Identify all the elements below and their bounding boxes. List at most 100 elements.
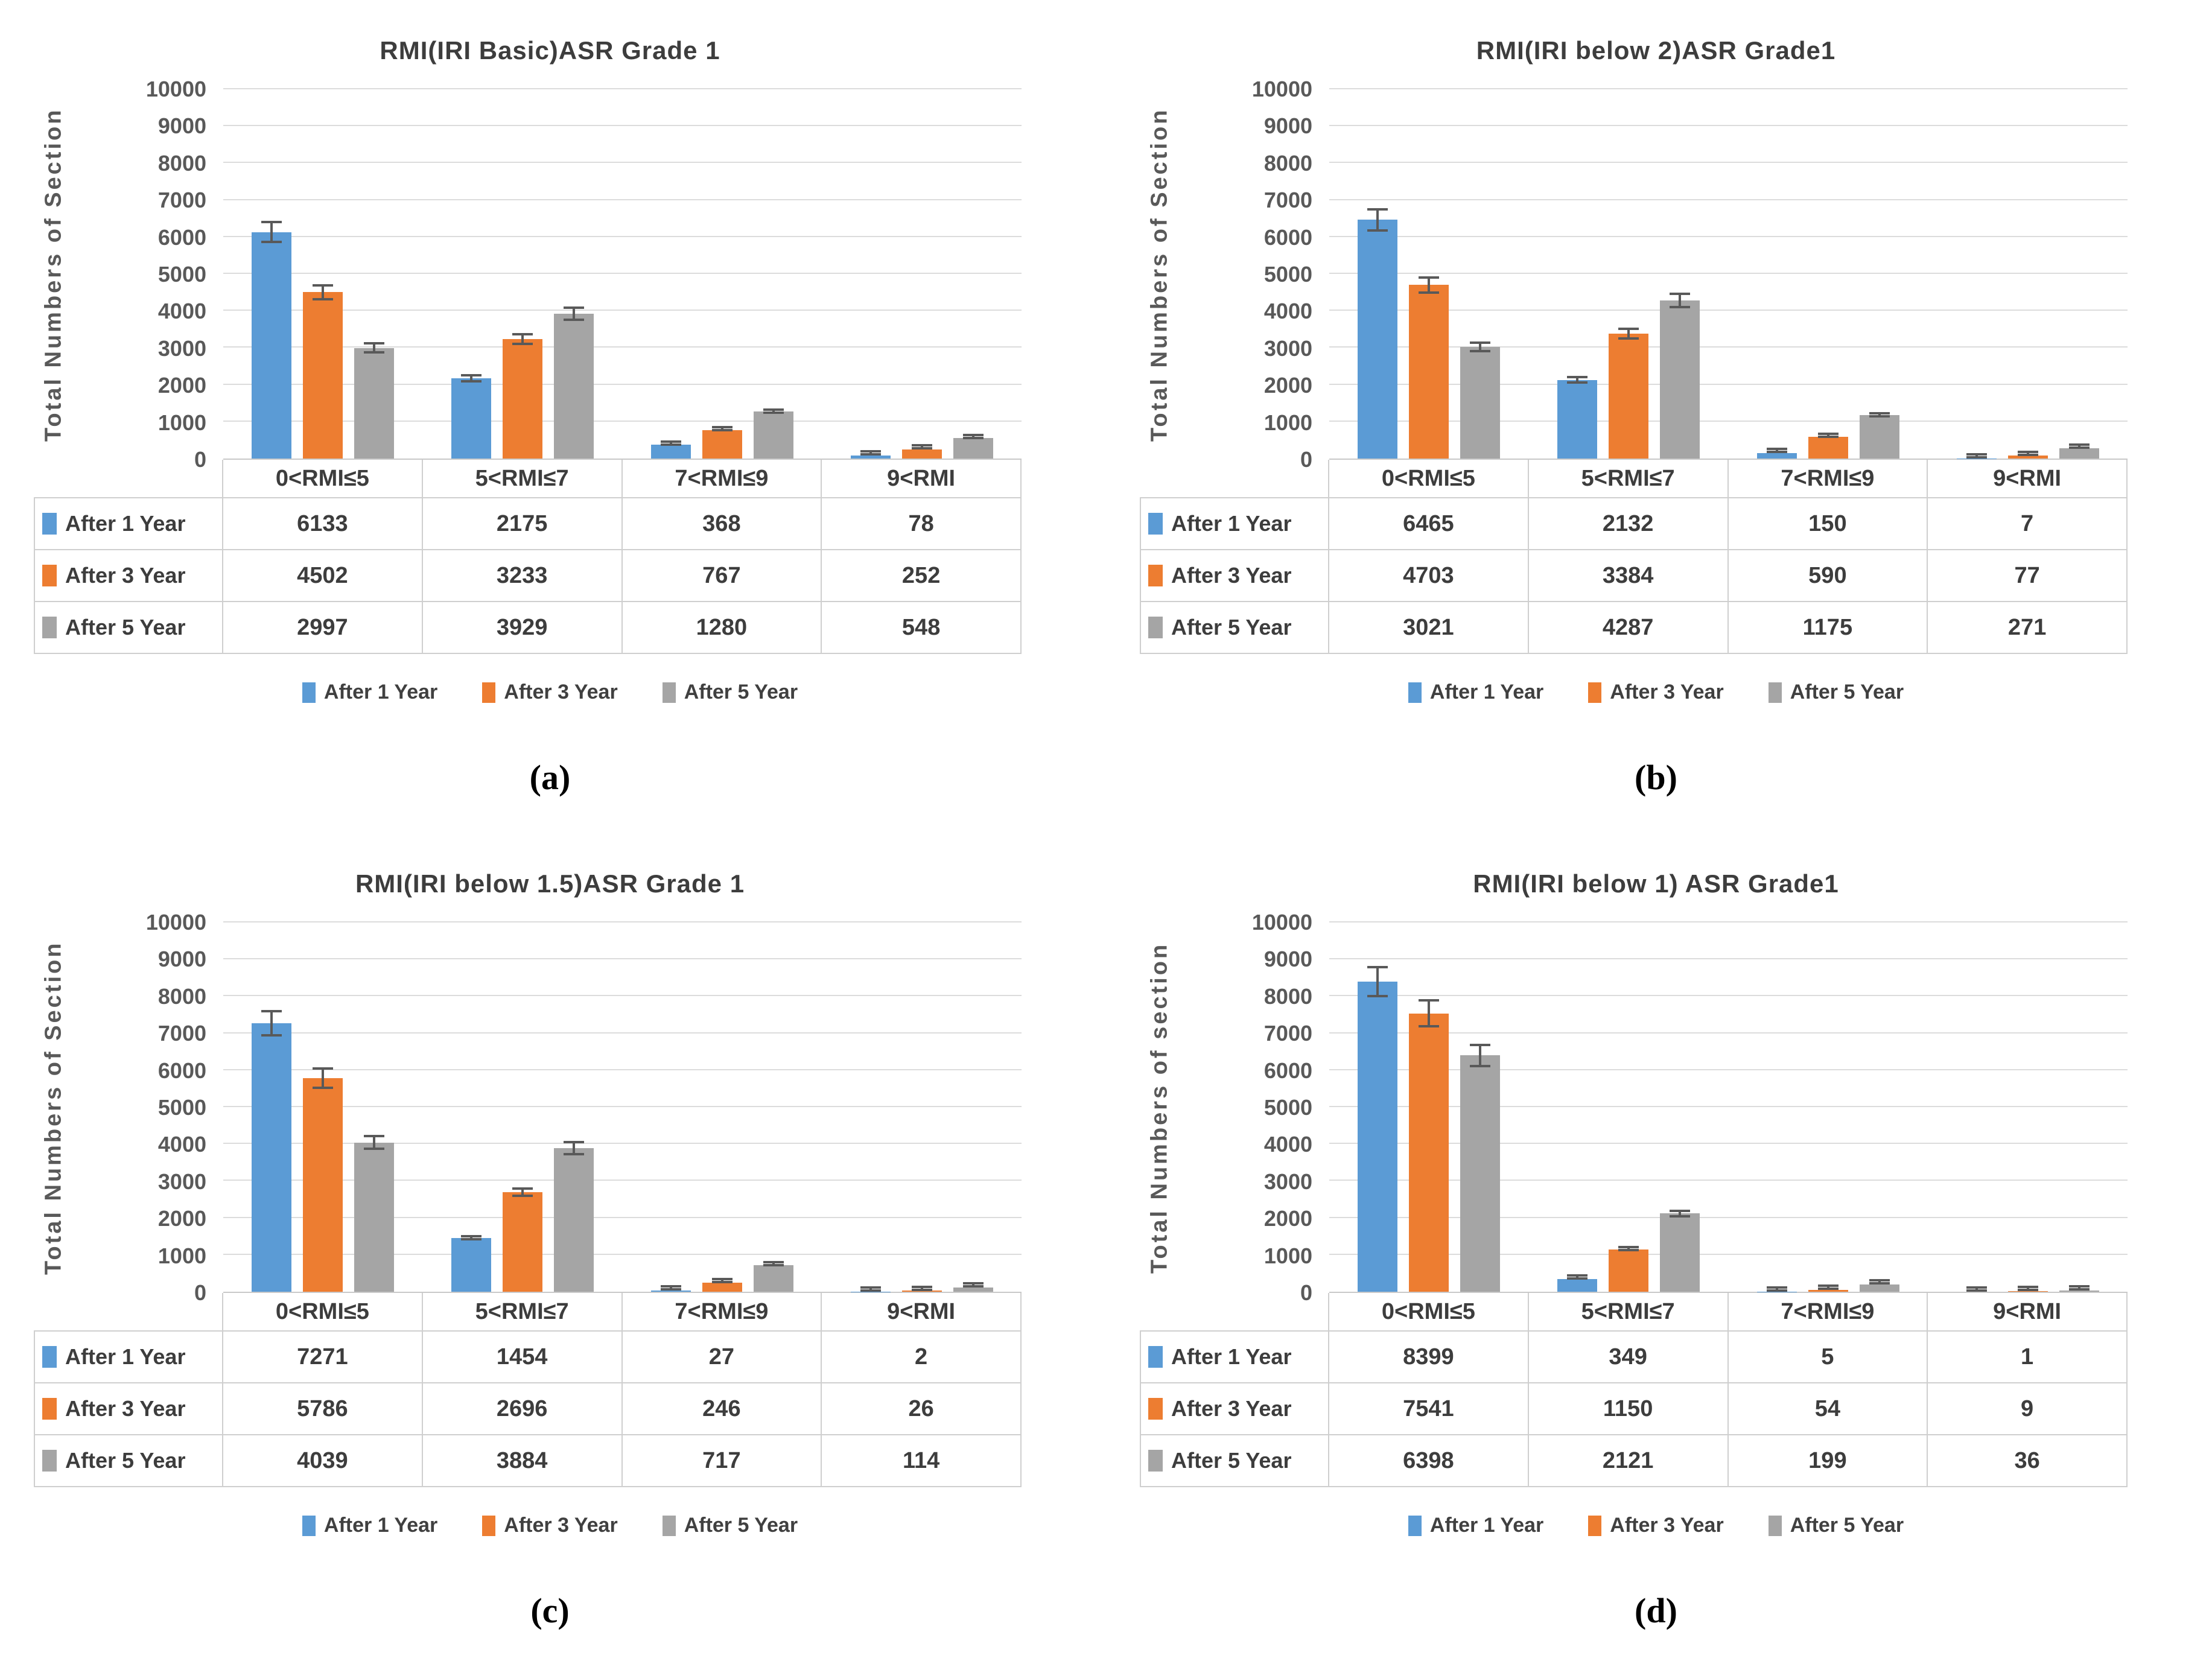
row-label-text: After 1 Year bbox=[1171, 511, 1292, 536]
category-header: 7<RMI≤9 bbox=[622, 460, 822, 498]
table-value-cell: 252 bbox=[822, 550, 1022, 602]
gridline bbox=[223, 995, 1022, 997]
bar bbox=[901, 1291, 942, 1292]
legend: After 1 Year After 3 Year After 5 Year bbox=[30, 681, 1070, 704]
legend-item: After 1 Year bbox=[302, 1514, 437, 1537]
error-bar bbox=[763, 1261, 784, 1267]
table-value-cell: 2696 bbox=[422, 1383, 623, 1435]
row-label: After 1 Year bbox=[1140, 498, 1329, 550]
bar bbox=[850, 456, 891, 459]
bar bbox=[1808, 1289, 1848, 1292]
error-bar bbox=[911, 444, 932, 450]
chart-area: Total Numbers of Section 0 1000 2000 3000 40… bbox=[1140, 78, 2128, 471]
gridline bbox=[223, 383, 1022, 385]
category-group bbox=[423, 89, 623, 459]
bar bbox=[451, 378, 492, 459]
table-value-cell: 3884 bbox=[422, 1435, 623, 1487]
bar bbox=[503, 1192, 543, 1292]
y-tick-label: 1000 bbox=[157, 410, 206, 435]
legend-label: After 3 Year bbox=[1610, 681, 1724, 703]
legend-label: After 5 Year bbox=[1790, 681, 1904, 703]
legend-swatch bbox=[1408, 1515, 1422, 1536]
legend-label: After 5 Year bbox=[684, 1514, 798, 1537]
chart-panel-c: RMI(IRI below 1.5)ASR Grade 1 Total Numb… bbox=[0, 833, 1106, 1667]
error-bar bbox=[1367, 966, 1388, 997]
panel-caption: (a) bbox=[529, 758, 571, 797]
bar bbox=[1409, 285, 1449, 459]
y-tick-label: 9000 bbox=[1263, 947, 1312, 972]
y-tick-label: 1000 bbox=[1263, 1243, 1312, 1268]
category-header: 0<RMI≤5 bbox=[1329, 1293, 1529, 1332]
y-tick-label: 8000 bbox=[1263, 983, 1312, 1009]
table-value-cell: 2121 bbox=[1528, 1435, 1729, 1487]
error-bar bbox=[461, 374, 482, 383]
legend-key-swatch bbox=[1148, 1450, 1163, 1472]
y-tick-label: 9000 bbox=[157, 113, 206, 139]
category-header: 5<RMI≤7 bbox=[1528, 1293, 1729, 1332]
table-value-cell: 27 bbox=[622, 1332, 822, 1383]
legend-key-swatch bbox=[42, 1450, 57, 1472]
gridline bbox=[1329, 125, 2128, 127]
gridline bbox=[1329, 420, 2128, 422]
legend-key-swatch bbox=[1148, 1398, 1163, 1420]
category-header: 0<RMI≤5 bbox=[223, 460, 423, 498]
table-value-cell: 5 bbox=[1728, 1332, 1928, 1383]
bar-slot bbox=[1557, 89, 1598, 459]
error-bar-line bbox=[373, 345, 376, 351]
category-header: 5<RMI≤7 bbox=[1528, 460, 1729, 498]
y-tick-label: 2000 bbox=[1263, 1206, 1312, 1231]
gridline bbox=[1329, 162, 2128, 164]
error-bar bbox=[962, 1282, 984, 1288]
bar bbox=[2007, 456, 2048, 459]
gridline bbox=[223, 346, 1022, 348]
bar bbox=[1358, 220, 1398, 459]
error-bar bbox=[1470, 1043, 1491, 1068]
bar-slot bbox=[1460, 89, 1501, 459]
error-bar-line bbox=[470, 1237, 473, 1239]
error-bar bbox=[1470, 341, 1491, 353]
bar bbox=[2059, 1290, 2099, 1292]
y-tick-label: 6000 bbox=[157, 1058, 206, 1083]
bar-slot bbox=[1808, 922, 1848, 1292]
gridline bbox=[223, 88, 1022, 89]
bar bbox=[702, 1282, 742, 1292]
category-group bbox=[1529, 89, 1729, 459]
legend-item: After 3 Year bbox=[482, 681, 618, 704]
y-tick-label: 4000 bbox=[157, 299, 206, 324]
error-bar bbox=[1618, 327, 1639, 340]
y-axis-title: Total Numbers of Section bbox=[1146, 107, 1172, 442]
category-header: 7<RMI≤9 bbox=[1728, 1293, 1928, 1332]
category-header: 9<RMI bbox=[1928, 460, 2128, 498]
legend-item: After 3 Year bbox=[482, 1514, 618, 1537]
bar-slot bbox=[1358, 922, 1398, 1292]
error-bar-line bbox=[869, 452, 872, 454]
y-tick-label: 8000 bbox=[157, 150, 206, 176]
bar-slot bbox=[252, 89, 292, 459]
bar bbox=[1409, 1013, 1449, 1292]
legend-label: After 1 Year bbox=[323, 1514, 438, 1537]
bar bbox=[650, 1291, 691, 1292]
table-value-cell: 368 bbox=[622, 498, 822, 550]
error-bar bbox=[2017, 450, 2038, 456]
table-value-cell: 3233 bbox=[422, 550, 623, 602]
error-bar bbox=[1766, 448, 1787, 454]
category-group bbox=[1529, 922, 1729, 1292]
bar-slot bbox=[2007, 922, 2048, 1292]
bar-slot bbox=[650, 89, 691, 459]
error-bar-line bbox=[470, 376, 473, 380]
error-bar bbox=[763, 408, 784, 414]
legend-label: After 1 Year bbox=[323, 681, 438, 703]
error-bar-line bbox=[1479, 343, 1482, 351]
table-value-cell: 4502 bbox=[223, 550, 423, 602]
row-label: After 3 Year bbox=[1140, 550, 1329, 602]
table-value-cell: 54 bbox=[1728, 1383, 1928, 1435]
table-value-cell: 77 bbox=[1928, 550, 2128, 602]
y-tick-label: 7000 bbox=[1263, 1021, 1312, 1046]
table-value-cell: 6465 bbox=[1329, 498, 1529, 550]
category-group bbox=[623, 922, 822, 1292]
category-group bbox=[223, 89, 423, 459]
error-bar bbox=[564, 1141, 585, 1156]
gridline bbox=[223, 921, 1022, 922]
gridline bbox=[223, 162, 1022, 164]
category-header: 0<RMI≤5 bbox=[1329, 460, 1529, 498]
